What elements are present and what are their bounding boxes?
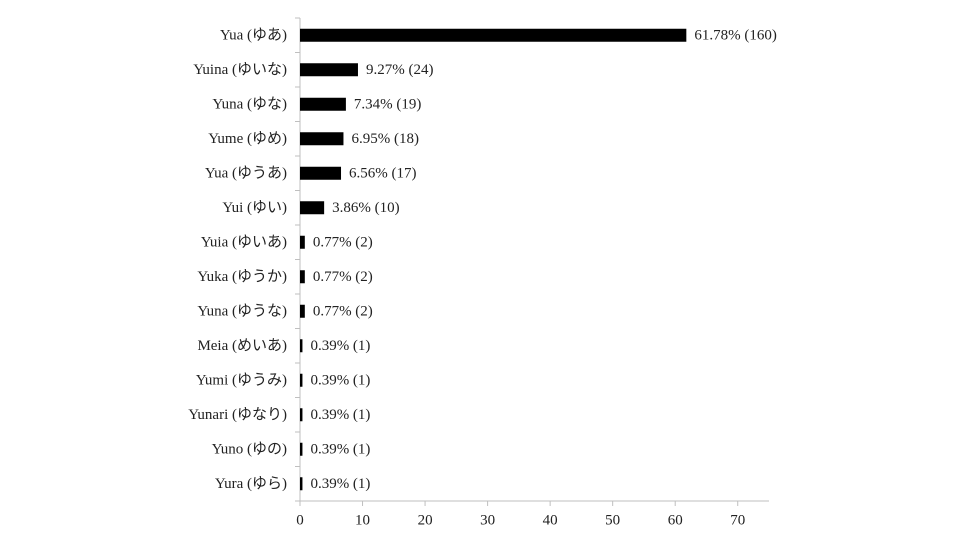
bar — [300, 477, 303, 491]
category-label: Yuina (ゆいな) — [193, 61, 287, 78]
category-label: Yuno (ゆの) — [212, 441, 287, 458]
value-label: 0.39% (1) — [310, 407, 370, 423]
category-label: Yuna (ゆな) — [212, 96, 287, 113]
bar — [300, 201, 325, 215]
value-label: 7.34% (19) — [354, 97, 422, 113]
value-label: 0.39% (1) — [310, 338, 370, 354]
x-tick-label: 20 — [418, 512, 433, 528]
x-tick-label: 10 — [355, 512, 370, 528]
bar — [300, 166, 342, 180]
category-label: Yura (ゆら) — [215, 475, 287, 492]
category-label: Yumi (ゆうみ) — [196, 372, 287, 389]
category-label: Yume (ゆめ) — [208, 130, 287, 147]
x-tick-label: 70 — [730, 512, 745, 528]
bar — [300, 28, 687, 42]
bar — [300, 373, 303, 387]
category-label: Yua (ゆあ) — [220, 27, 287, 44]
value-label: 6.95% (18) — [351, 131, 419, 147]
bar — [300, 339, 303, 353]
x-tick-label: 40 — [543, 512, 558, 528]
bar — [300, 270, 305, 284]
category-label: Yui (ゆい) — [222, 199, 287, 216]
value-label: 0.77% (2) — [313, 235, 373, 251]
category-label: Yunari (ゆなり) — [188, 406, 287, 423]
x-tick-label: 30 — [480, 512, 495, 528]
value-label: 0.39% (1) — [310, 476, 370, 492]
value-label: 61.78% (160) — [694, 28, 777, 44]
bar — [300, 442, 303, 456]
category-label: Yua (ゆうあ) — [205, 165, 287, 182]
bar — [300, 304, 305, 318]
x-tick-label: 50 — [605, 512, 620, 528]
value-label: 0.39% (1) — [310, 373, 370, 389]
category-label: Yuka (ゆうか) — [197, 268, 287, 285]
value-label: 0.39% (1) — [310, 442, 370, 458]
bar — [300, 408, 303, 422]
value-label: 0.77% (2) — [313, 304, 373, 320]
value-label: 9.27% (24) — [366, 62, 434, 78]
bar — [300, 63, 358, 77]
bar — [300, 97, 346, 111]
value-label: 0.77% (2) — [313, 269, 373, 285]
x-tick-label: 60 — [668, 512, 683, 528]
x-tick-label: 0 — [296, 512, 304, 528]
category-label: Meia (めいあ) — [197, 337, 287, 354]
category-label: Yuna (ゆうな) — [197, 303, 287, 320]
value-label: 3.86% (10) — [332, 200, 400, 216]
value-label: 6.56% (17) — [349, 166, 417, 182]
bar — [300, 235, 305, 249]
bar — [300, 132, 344, 146]
category-label: Yuia (ゆいあ) — [201, 234, 287, 251]
